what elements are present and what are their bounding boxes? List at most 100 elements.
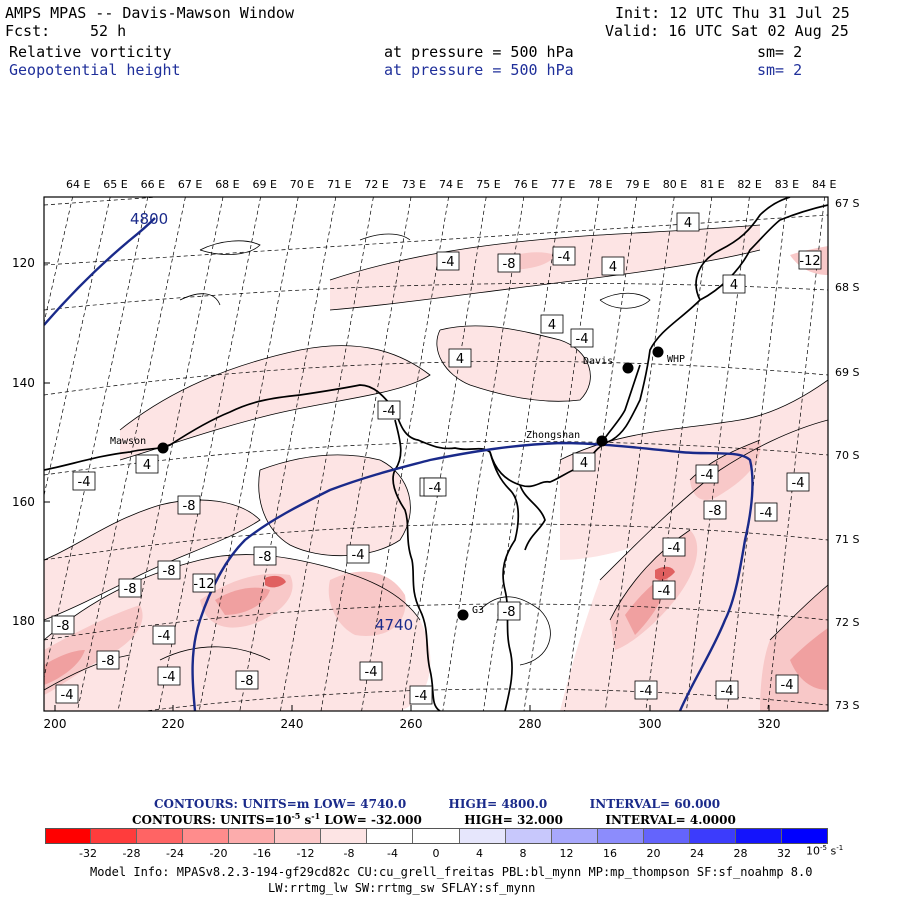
height-contour-legend: CONTOURS: UNITS=m LOW= 4740.0 HIGH= 4800… bbox=[154, 797, 720, 811]
field1-smoothing: sm= 2 bbox=[757, 43, 803, 61]
vorticity-label-text: -8 bbox=[57, 619, 70, 634]
vorticity-label-text: -8 bbox=[124, 582, 137, 597]
vorticity-label-text: 4 bbox=[456, 352, 464, 367]
field2-pressure: at pressure = 500 hPa bbox=[384, 61, 574, 79]
vorticity-label-box bbox=[715, 680, 739, 700]
meridian-line bbox=[523, 197, 600, 711]
vorticity-label: -8 bbox=[177, 495, 201, 515]
longitude-label: 76 E bbox=[514, 178, 538, 191]
vorticity-label-box bbox=[662, 537, 686, 557]
axis-ticks bbox=[44, 262, 770, 711]
vort-legend-unit-exp: -1 bbox=[311, 811, 321, 821]
meridian-line bbox=[0, 197, 35, 711]
station-markers bbox=[157, 346, 664, 621]
vorticity-label: -8 bbox=[703, 500, 727, 520]
vorticity-label-box bbox=[722, 274, 746, 294]
height-legend-interval: INTERVAL= 60.000 bbox=[589, 797, 721, 811]
longitude-label: 81 E bbox=[700, 178, 724, 191]
vorticity-label-box bbox=[157, 560, 181, 580]
vorticity-label-text: -4 bbox=[792, 476, 805, 491]
vorticity-label-text: -8 bbox=[709, 504, 722, 519]
vorticity-label-box bbox=[552, 246, 576, 266]
colorbar-cell bbox=[643, 828, 690, 844]
vorticity-label-text: -4 bbox=[781, 678, 794, 693]
colorbar-label: -12 bbox=[296, 847, 315, 860]
longitude-label: 69 E bbox=[253, 178, 277, 191]
colorbar-cell bbox=[505, 828, 552, 844]
y-axis-labels: 120 140 160 180 bbox=[12, 256, 35, 628]
longitude-label: 66 E bbox=[141, 178, 165, 191]
longitude-label: 83 E bbox=[775, 178, 799, 191]
vorticity-label-box bbox=[409, 685, 433, 705]
vorticity-label: -8 bbox=[96, 650, 120, 670]
meridian-line bbox=[483, 197, 562, 711]
x-tick-label: 280 bbox=[519, 717, 542, 731]
latitude-label: 69 S bbox=[835, 366, 859, 379]
vorticity-label-text: -4 bbox=[701, 468, 714, 483]
x-tick-label: 200 bbox=[44, 717, 67, 731]
vorticity-label-text: 4 bbox=[730, 278, 738, 293]
colorbar-label: 8 bbox=[519, 847, 527, 860]
latitude-label: 71 S bbox=[835, 533, 859, 546]
vorticity-label-text: -4 bbox=[668, 541, 681, 556]
vorticity-label: -8 bbox=[157, 560, 181, 580]
vorticity-label: -4 bbox=[423, 477, 447, 497]
vorticity-label: -4 bbox=[55, 684, 79, 704]
height-label-4740: 4740 bbox=[375, 616, 413, 634]
vort-legend-unit: s bbox=[300, 813, 312, 827]
colorbar-unit-base: 10 bbox=[806, 844, 820, 858]
height-legend-high: HIGH= 4800.0 bbox=[448, 797, 548, 811]
vorticity-label-box bbox=[72, 471, 96, 491]
vorticity-label: 4 bbox=[676, 212, 700, 232]
vorticity-label-text: -4 bbox=[658, 584, 671, 599]
vorticity-label: -4 bbox=[72, 471, 96, 491]
colorbar-cell bbox=[91, 828, 138, 844]
vorticity-label-text: -12 bbox=[193, 577, 214, 592]
vorticity-label-text: 4 bbox=[143, 458, 151, 473]
vorticity-label: -4 bbox=[695, 464, 719, 484]
vorticity-label: -4 bbox=[152, 625, 176, 645]
station-label-mawson: Mawson bbox=[110, 436, 146, 447]
longitude-label: 82 E bbox=[737, 178, 761, 191]
field1-pressure: at pressure = 500 hPa bbox=[384, 43, 574, 61]
zhongshan-marker bbox=[596, 435, 608, 447]
longitude-label: 73 E bbox=[402, 178, 426, 191]
forecast-hour: 52 h bbox=[90, 22, 127, 40]
vorticity-label-box bbox=[96, 650, 120, 670]
longitude-label: 84 E bbox=[812, 178, 836, 191]
vorticity-label-box bbox=[377, 400, 401, 420]
vorticity-label-box bbox=[601, 256, 625, 276]
height-contours bbox=[44, 217, 754, 711]
meridian-line bbox=[44, 197, 73, 325]
vorticity-label-box bbox=[652, 580, 676, 600]
colorbar-cell bbox=[367, 828, 414, 844]
meridian-line bbox=[604, 197, 675, 711]
longitude-label: 78 E bbox=[588, 178, 612, 191]
colorbar-label: 16 bbox=[603, 847, 617, 860]
longitude-label: 65 E bbox=[103, 178, 127, 191]
vorticity-label-box bbox=[152, 625, 176, 645]
longitude-label: 72 E bbox=[364, 178, 388, 191]
plot-frame bbox=[43, 196, 829, 712]
model-info: Model Info: MPASv8.2.3-194-gf29cd82c CU:… bbox=[90, 865, 813, 879]
vort-legend-interval: INTERVAL= 4.0000 bbox=[605, 813, 736, 827]
meridian-line bbox=[645, 197, 713, 711]
colorbar-label: -24 bbox=[166, 847, 184, 860]
vorticity-label: -4 bbox=[715, 680, 739, 700]
vorticity-label: 4 bbox=[540, 314, 564, 334]
vort-legend-prefix: CONTOURS: UNITS=10 bbox=[132, 813, 292, 827]
meridian-line bbox=[158, 197, 261, 711]
colorbar-unit-s-exp: -1 bbox=[836, 844, 844, 852]
vorticity-label: -4 bbox=[775, 674, 799, 694]
vorticity-label-text: -4 bbox=[760, 506, 773, 521]
vorticity-label-box bbox=[703, 500, 727, 520]
vorticity-label-text: 4 bbox=[548, 318, 556, 333]
y-tick-label: 160 bbox=[12, 495, 35, 509]
colorbar-cell bbox=[183, 828, 230, 844]
meridian-line bbox=[401, 197, 487, 711]
colorbar-label: 0 bbox=[432, 847, 440, 860]
vorticity-label-text: -8 bbox=[259, 550, 272, 565]
vorticity-label-box bbox=[570, 328, 594, 348]
meridian-line bbox=[117, 197, 224, 711]
colorbar-cell bbox=[735, 828, 782, 844]
